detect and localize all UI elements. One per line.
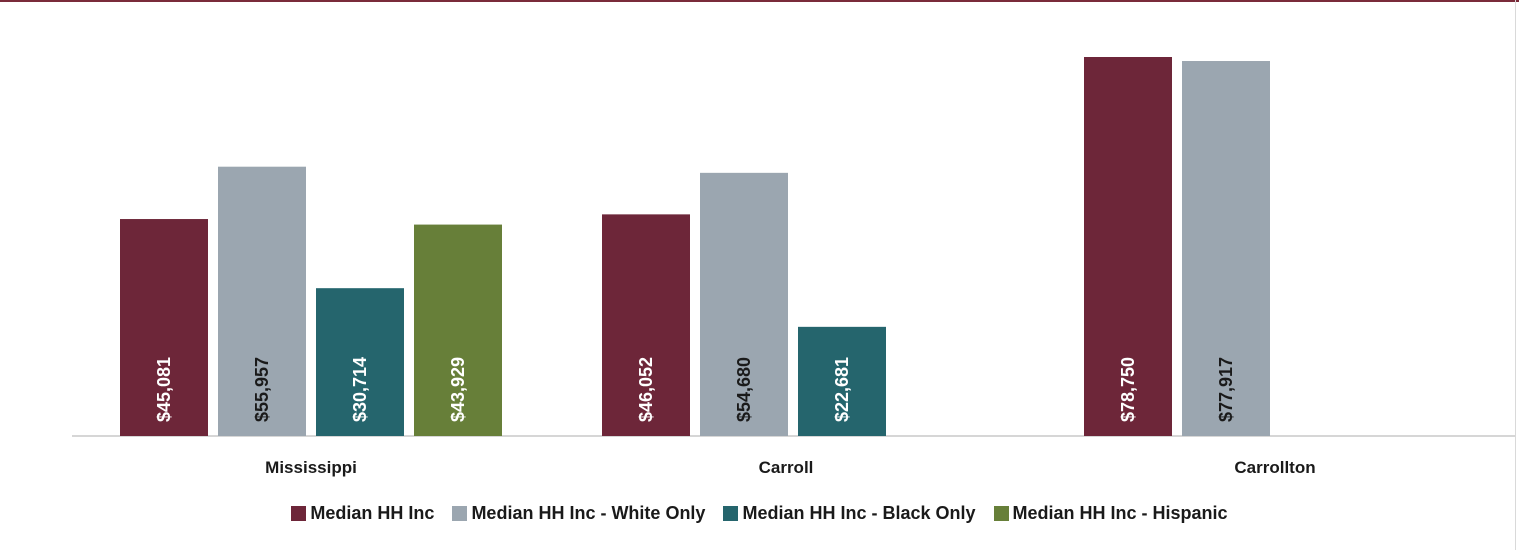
data-label: $30,714	[350, 357, 370, 422]
legend-swatch	[452, 506, 468, 521]
bar-carroll-0	[602, 214, 690, 436]
category-label: Carrollton	[1234, 458, 1315, 477]
data-label: $46,052	[636, 357, 656, 422]
legend-swatch	[993, 506, 1009, 521]
data-label: $78,750	[1118, 357, 1138, 422]
bar-mississippi-3	[414, 224, 502, 436]
bar-carrollton-0	[1084, 57, 1172, 436]
bar-carroll-2	[798, 326, 886, 436]
data-label: $77,917	[1216, 357, 1236, 422]
data-label: $45,081	[154, 357, 174, 422]
data-label: $54,680	[734, 357, 754, 422]
data-label: $22,681	[832, 357, 852, 422]
legend-item: Median HH Inc - Hispanic	[993, 503, 1228, 524]
legend-label: Median HH Inc - Hispanic	[1012, 503, 1228, 523]
legend-item: Median HH Inc - Black Only	[723, 503, 976, 524]
legend-swatch	[291, 506, 307, 521]
bar-carroll-1	[700, 172, 788, 436]
top-rule	[0, 0, 1519, 2]
right-rule	[1515, 0, 1516, 550]
category-label: Mississippi	[265, 458, 357, 477]
legend-item: Median HH Inc - White Only	[452, 503, 705, 524]
legend-item: Median HH Inc	[291, 503, 434, 524]
legend-label: Median HH Inc	[310, 503, 435, 523]
bar-mississippi-2	[316, 288, 404, 436]
legend-label: Median HH Inc - White Only	[471, 503, 706, 523]
bar-mississippi-1	[218, 166, 306, 436]
chart-legend: Median HH Inc Median HH Inc - White Only M…	[0, 503, 1519, 524]
category-label: Carroll	[759, 458, 814, 477]
bar-carrollton-1	[1182, 61, 1270, 437]
bar-mississippi-0	[120, 219, 208, 436]
data-label: $55,957	[252, 357, 272, 422]
data-label: $43,929	[448, 357, 468, 422]
legend-label: Median HH Inc - Black Only	[742, 503, 976, 523]
bar-chart: $45,081 $55,957 $30,714 $43,929 Mississippi $…	[72, 57, 1515, 477]
legend-swatch	[723, 506, 739, 521]
